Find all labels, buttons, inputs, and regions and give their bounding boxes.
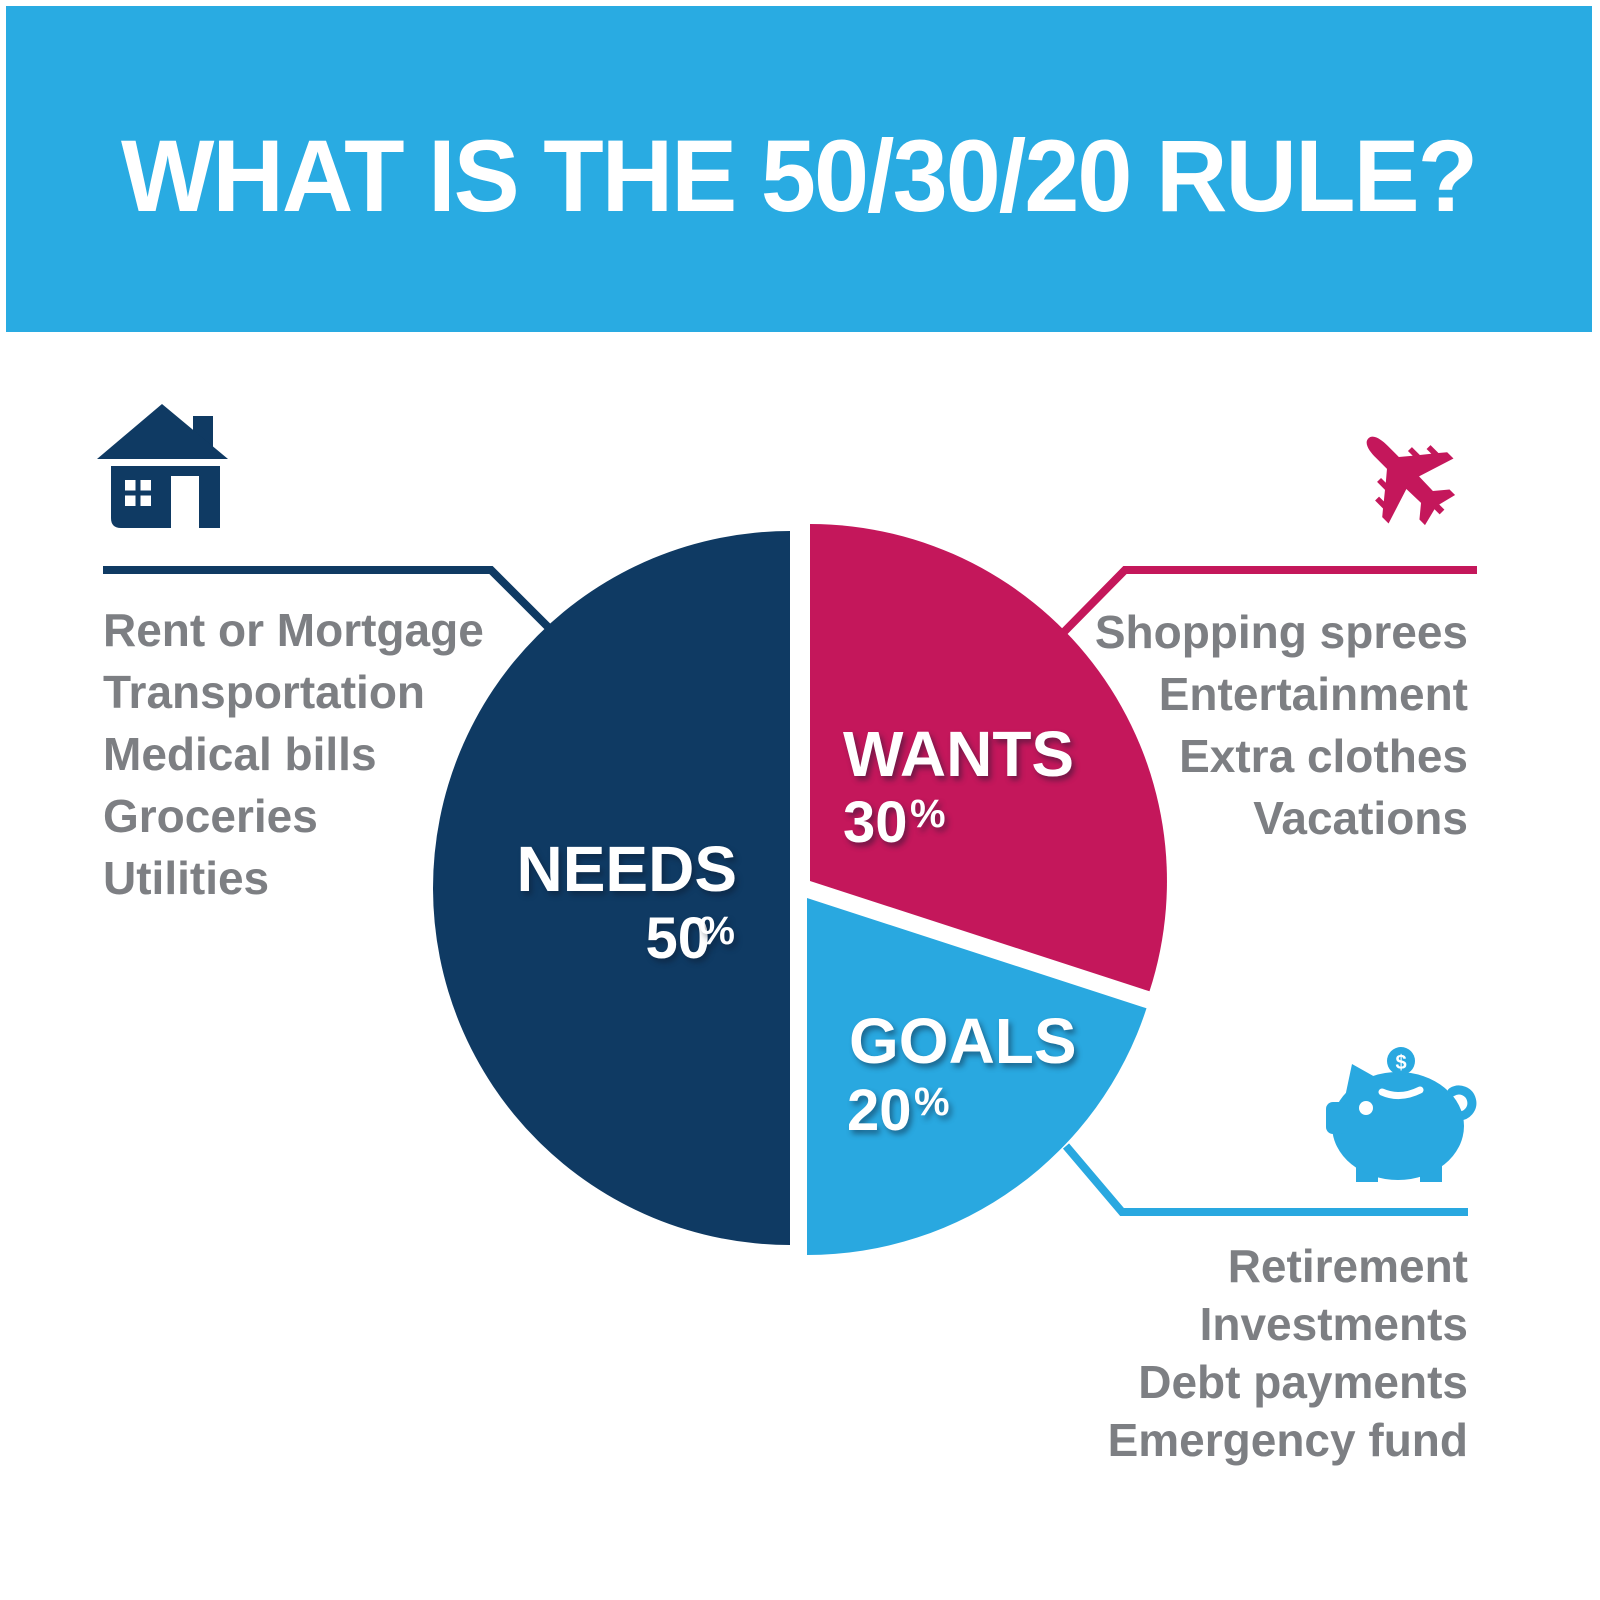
wants-label: WANTS: [843, 718, 1074, 790]
goals-value: 20: [847, 1078, 912, 1143]
house-roof: [97, 404, 228, 459]
house-window-bar: [125, 490, 151, 496]
list-item: Groceries: [103, 790, 318, 842]
needs-connector-line: [103, 566, 562, 641]
list-item: Rent or Mortgage: [103, 604, 484, 656]
list-item: Vacations: [1253, 792, 1468, 844]
wants-connector-line: [1055, 566, 1477, 641]
pie-slice-wants-30: [810, 524, 1167, 992]
piggy-tail: [1447, 1085, 1477, 1121]
coin-icon: [1387, 1047, 1415, 1075]
pie-slice-goals-20: [807, 898, 1147, 1255]
list-item: Utilities: [103, 852, 270, 904]
piggy-snout: [1326, 1102, 1348, 1134]
wants-value: 30: [843, 790, 908, 855]
list-item: Retirement: [1227, 1240, 1468, 1292]
needs-value: 50: [645, 906, 710, 971]
list-item: Extra clothes: [1179, 730, 1468, 782]
list-item: Investments: [1199, 1298, 1468, 1350]
header-banner: WHAT IS THE 50/30/20 RULE?: [6, 6, 1592, 332]
list-item: Debt payments: [1138, 1356, 1468, 1408]
piggy-bank-icon: $: [1326, 1047, 1477, 1182]
wants-percent-sign: %: [910, 792, 946, 836]
piggy-ear: [1344, 1064, 1384, 1102]
pie-chart: [433, 524, 1167, 1255]
coin-dollar-sign: $: [1395, 1052, 1406, 1074]
piggy-body: [1332, 1072, 1464, 1180]
goals-label: GOALS: [849, 1005, 1077, 1077]
piggy-coin-slot: [1378, 1086, 1424, 1099]
piggy-eye: [1359, 1101, 1373, 1115]
list-item: Entertainment: [1158, 668, 1468, 720]
page-title: WHAT IS THE 50/30/20 RULE?: [121, 118, 1478, 233]
airplane-icon: [1366, 436, 1456, 526]
list-item: Shopping sprees: [1094, 606, 1468, 658]
pie-slice-needs-50: [433, 531, 790, 1245]
list-item: Emergency fund: [1107, 1414, 1468, 1466]
wants-items-list: Shopping sprees Entertainment Extra clot…: [1095, 601, 1468, 849]
pie-labels: NEEDS 50 % WANTS 30 % GOALS 20 %: [517, 718, 1077, 1143]
list-item: Transportation: [103, 666, 426, 718]
needs-items-list: Rent or Mortgage Transportation Medical …: [103, 599, 484, 909]
house-icon: [97, 404, 228, 528]
needs-percent-sign: %: [699, 909, 735, 953]
goals-connector-line: [1062, 1143, 1468, 1216]
goals-items-list: Retirement Investments Debt payments Eme…: [1108, 1237, 1468, 1469]
airplane-silhouette: [1366, 436, 1456, 526]
needs-label: NEEDS: [517, 833, 738, 905]
goals-percent-sign: %: [914, 1080, 950, 1124]
list-item: Medical bills: [103, 728, 377, 780]
